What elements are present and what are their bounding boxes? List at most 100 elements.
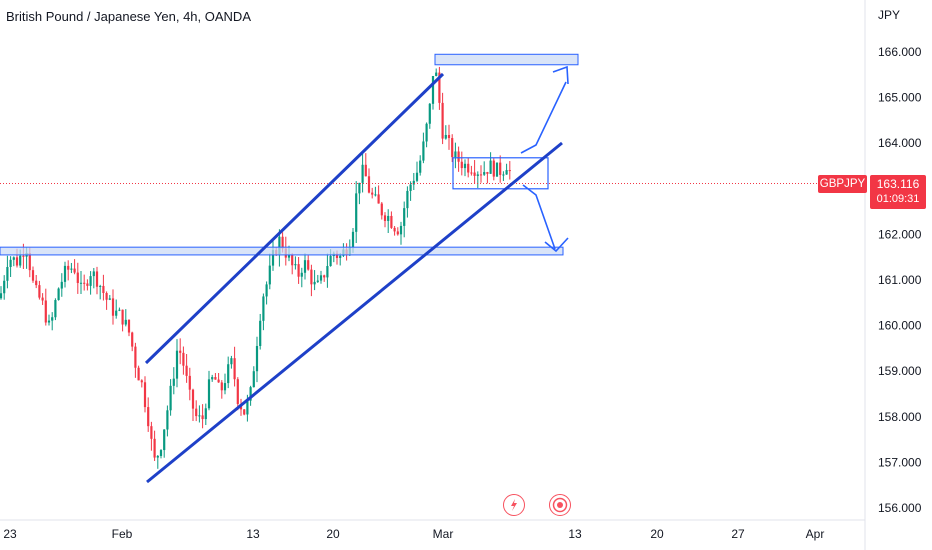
candle-body	[243, 409, 246, 415]
candle-body	[415, 172, 419, 181]
candle-body	[262, 296, 265, 321]
candle-body	[89, 276, 92, 286]
candle-body	[38, 285, 41, 298]
candle-body	[28, 252, 31, 271]
candle-body	[118, 309, 121, 311]
target-icon[interactable]	[549, 494, 571, 516]
price-badge: 163.116 01:09:31	[870, 175, 926, 209]
chart-title: British Pound / Japanese Yen, 4h, OANDA	[6, 9, 251, 24]
candle-body	[134, 346, 137, 368]
bearish-arrowhead	[544, 237, 569, 253]
x-tick-label: 20	[650, 527, 664, 541]
candle-body	[364, 164, 367, 177]
candle-body	[335, 253, 339, 258]
countdown-label: 01:09:31	[876, 193, 920, 205]
candle-body	[403, 208, 406, 226]
lightning-icon[interactable]	[503, 494, 525, 516]
y-tick-label: 161.000	[878, 273, 922, 287]
channel-upper-line	[144, 72, 445, 365]
candle-body	[278, 236, 281, 255]
drawings	[0, 53, 865, 484]
candle-body	[166, 410, 169, 430]
candle-body	[297, 264, 300, 277]
candle-body	[323, 275, 326, 278]
candle-body	[83, 282, 86, 284]
candle-body	[492, 160, 495, 177]
candle-body	[377, 194, 380, 204]
candle-body	[473, 172, 476, 176]
candle-body	[3, 280, 6, 294]
candle-body	[51, 317, 54, 321]
candle-body	[380, 203, 383, 216]
candle-body	[409, 184, 412, 191]
candle-body	[63, 265, 67, 282]
candle-body	[108, 298, 111, 300]
candle-body	[163, 429, 166, 451]
candle-body	[319, 275, 323, 281]
candle-body	[329, 255, 332, 267]
candle-body	[233, 358, 236, 380]
candle-body	[483, 172, 486, 175]
candle-body	[185, 365, 188, 376]
candle-body	[137, 367, 140, 381]
candle-body	[486, 172, 489, 174]
candle-body	[470, 172, 473, 174]
candle-body	[102, 285, 105, 294]
candle-body	[451, 138, 454, 158]
candle-body	[303, 260, 307, 273]
x-tick-label: Apr	[806, 527, 825, 541]
candle-body	[150, 426, 153, 439]
candles	[0, 66, 511, 469]
candle-body	[374, 194, 377, 196]
candle-body	[422, 141, 425, 161]
y-tick-label: 164.000	[878, 136, 922, 150]
candle-body	[361, 164, 364, 183]
candle-body	[195, 408, 198, 417]
candle-body	[169, 385, 172, 411]
candle-body	[406, 190, 409, 209]
candle-body	[198, 415, 201, 417]
candle-body	[156, 455, 159, 458]
candle-body	[396, 231, 399, 235]
candle-body	[223, 383, 227, 391]
y-tick-label: 157.000	[878, 455, 922, 469]
candle-body	[92, 271, 95, 277]
candle-body	[0, 293, 3, 299]
candle-body	[95, 271, 99, 287]
candle-body	[54, 300, 57, 318]
candle-body	[508, 170, 511, 172]
candle-body	[355, 193, 358, 232]
candle-body	[339, 255, 342, 258]
candle-body	[271, 250, 275, 266]
candle-body	[367, 176, 371, 193]
x-tick-label: 13	[568, 527, 582, 541]
candle-body	[246, 400, 249, 415]
y-tick-label: 158.000	[878, 410, 922, 424]
candle-body	[153, 438, 156, 458]
y-tick-label: 166.000	[878, 45, 922, 59]
candle-body	[220, 382, 223, 391]
x-tick-label: 13	[246, 527, 260, 541]
x-tick-label: 23	[3, 527, 17, 541]
x-tick-label: Feb	[112, 527, 133, 541]
candle-body	[499, 162, 502, 175]
candle-body	[300, 272, 303, 277]
candle-body	[9, 259, 12, 268]
symbol-badge: GBPJPY	[818, 175, 867, 193]
candle-body	[371, 192, 374, 195]
candle-body	[105, 293, 108, 300]
candle-body	[313, 281, 316, 285]
candle-body	[201, 415, 204, 420]
candle-body	[147, 407, 150, 427]
candle-body	[447, 134, 451, 139]
candle-body	[182, 352, 185, 366]
candle-body	[351, 231, 355, 248]
candle-body	[291, 254, 294, 266]
bearish-arrow-path	[522, 184, 556, 250]
last-price-label: 163.116	[876, 177, 920, 191]
candle-body	[431, 75, 435, 104]
candle-body	[159, 450, 163, 456]
candle-body	[143, 382, 147, 408]
